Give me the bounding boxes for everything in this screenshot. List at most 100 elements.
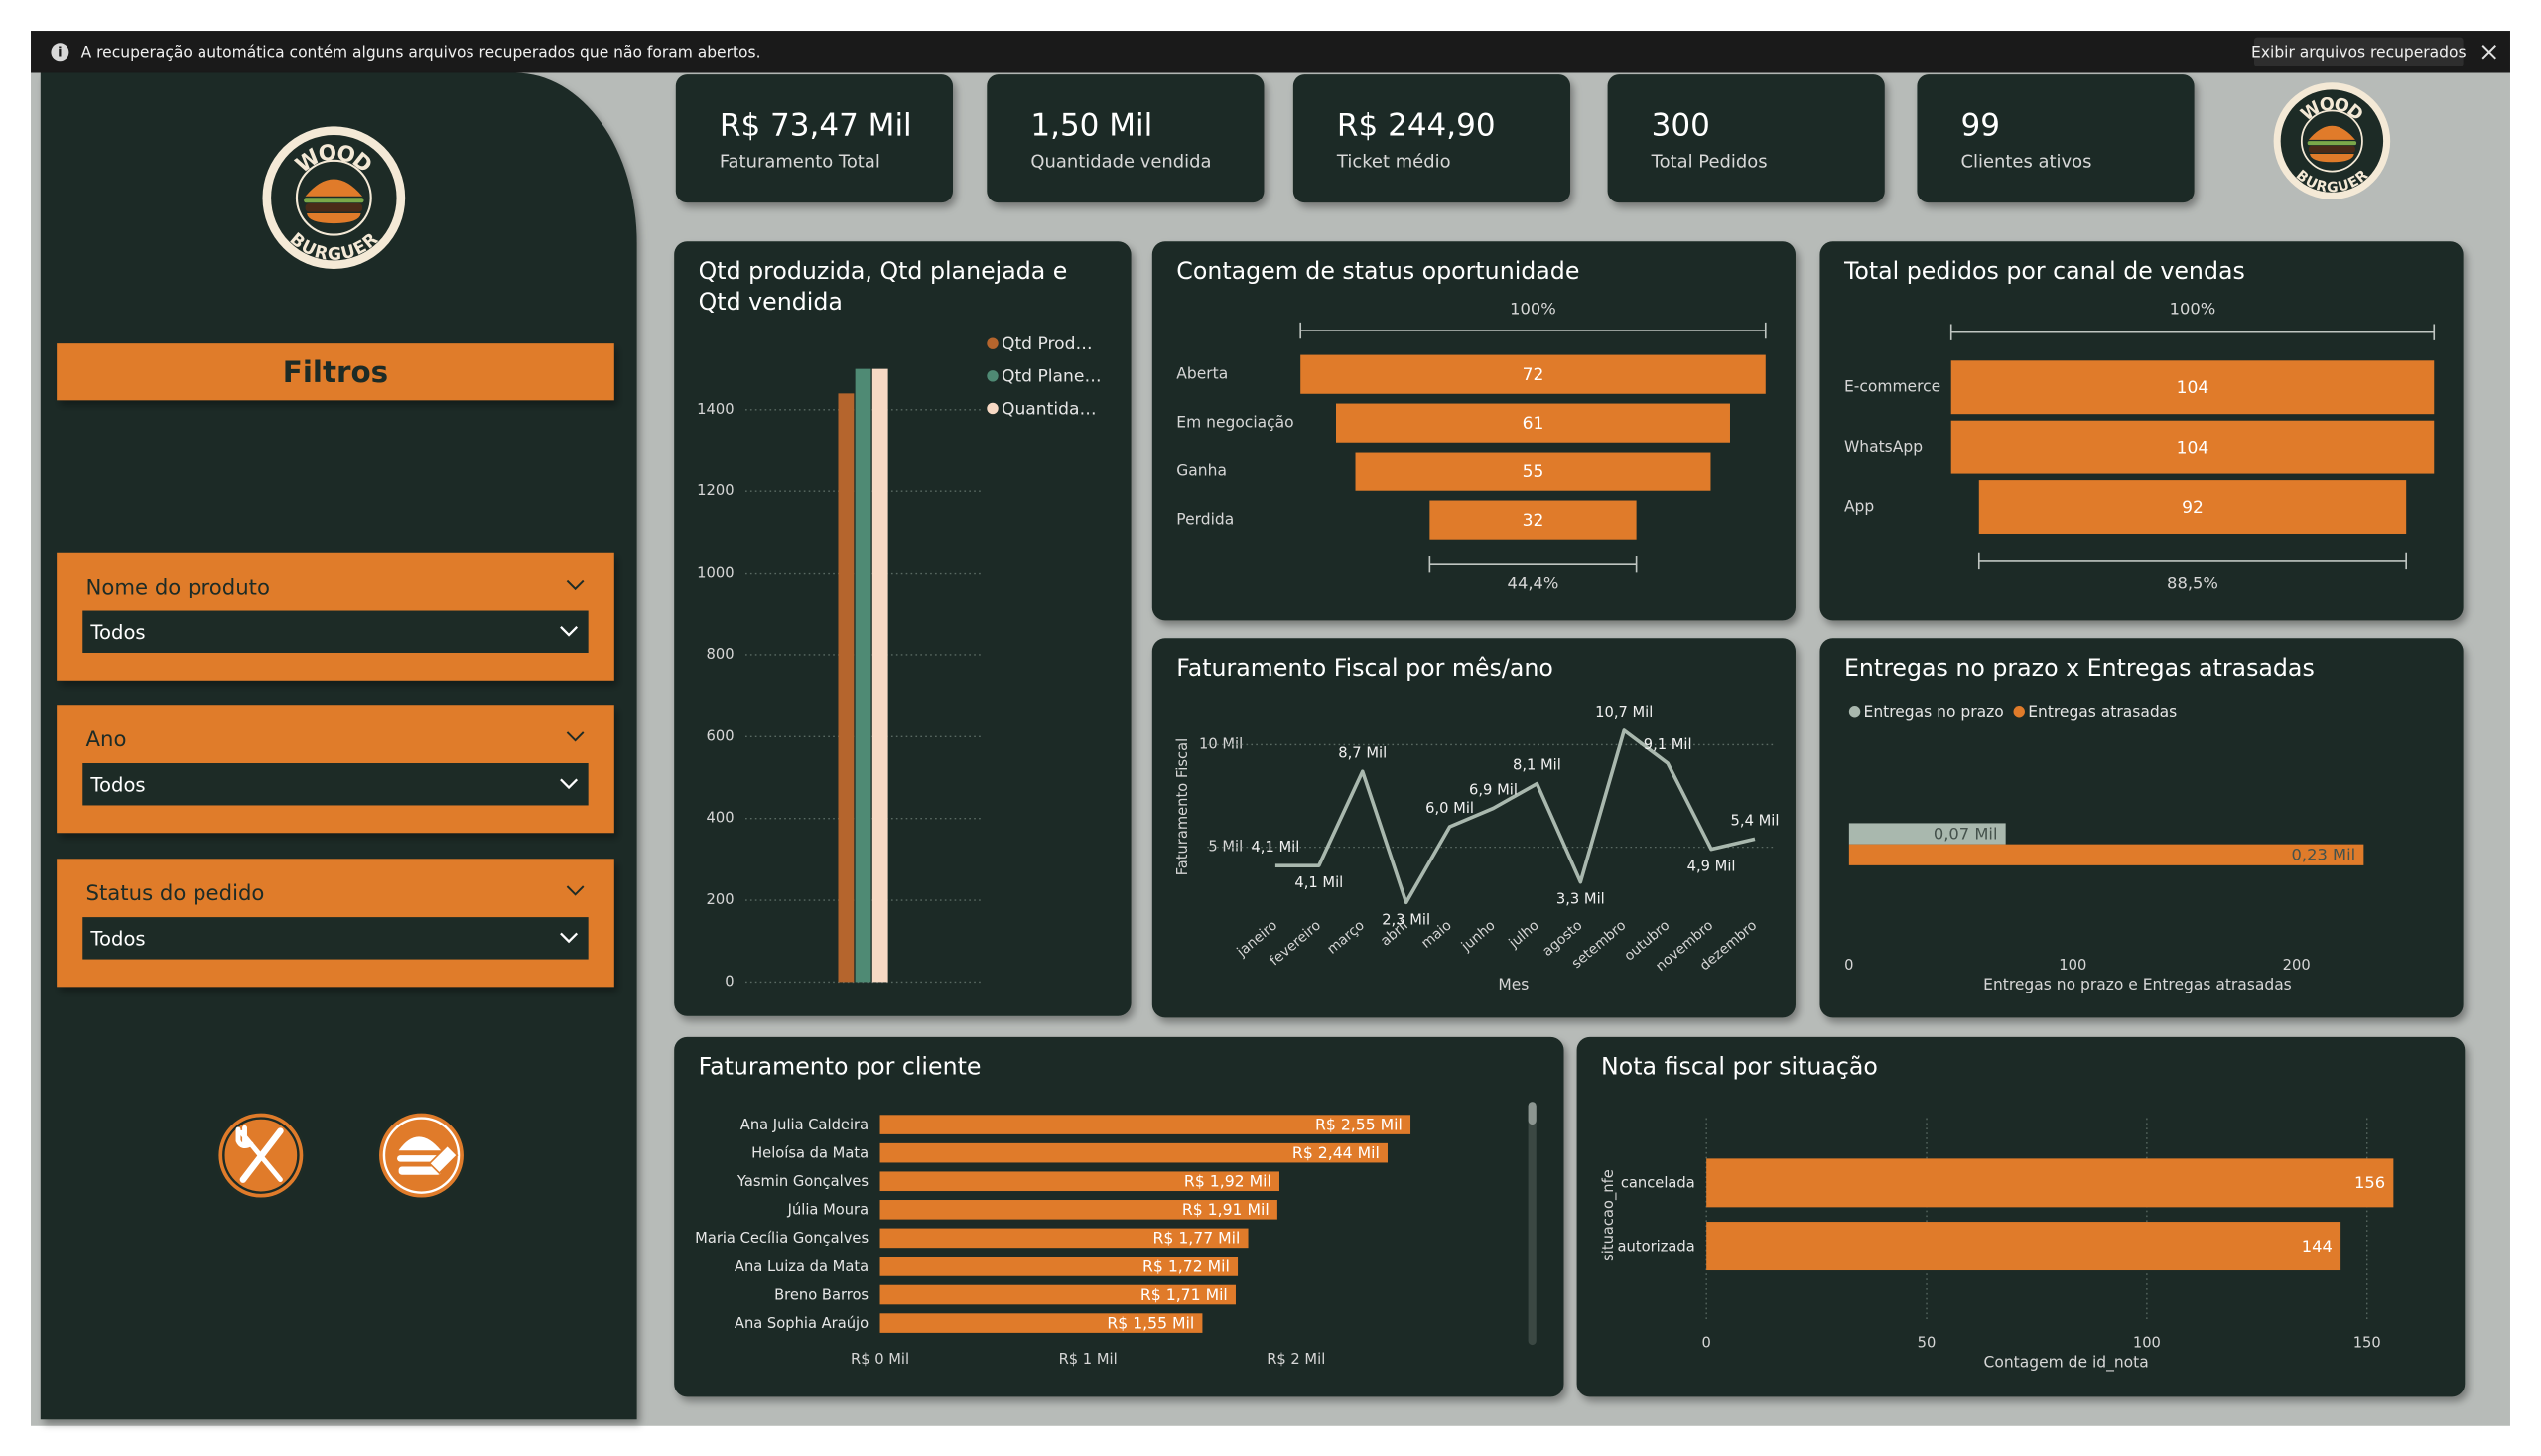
bar <box>879 1171 1279 1192</box>
category-label: Heloísa da Mata <box>751 1144 869 1161</box>
close-button[interactable] <box>2481 45 2496 60</box>
kpi-label: Ticket médio <box>1336 151 1451 172</box>
filters-header <box>57 343 614 401</box>
value-label: R$ 1,77 Mil <box>1153 1229 1241 1248</box>
value-label: 55 <box>1523 463 1544 482</box>
chart-title: Faturamento Fiscal por mês/ano <box>1176 656 1553 683</box>
notification-message: A recuperação automática contém alguns a… <box>81 44 761 62</box>
icon-burger[interactable] <box>375 1110 468 1201</box>
y-tick-label: 5 Mil <box>1208 839 1243 856</box>
y-tick-label: 1400 <box>697 401 734 418</box>
bar <box>879 1257 1239 1276</box>
filter-dropdown[interactable] <box>82 917 589 960</box>
category-label: Ganha <box>1176 463 1227 480</box>
chart-title-box: Total pedidos por canal de vendas <box>1844 259 2245 285</box>
value-label: 72 <box>1523 365 1544 385</box>
y-axis-label: situacao_nfe <box>1600 1169 1617 1261</box>
value-label: 4,1 Mil <box>1294 874 1343 891</box>
category-label: cancelada <box>1621 1175 1695 1192</box>
bottom-label: 88,5% <box>2167 573 2218 592</box>
value-label: 4,9 Mil <box>1687 859 1736 875</box>
logo-ring <box>2300 109 2363 173</box>
value-label: 144 <box>2302 1237 2333 1256</box>
category-label: Perdida <box>1176 511 1234 529</box>
logo-patty <box>2308 145 2355 153</box>
chart-title-box: Faturamento por cliente <box>699 1055 982 1081</box>
x-tick-label: 50 <box>1918 1335 1937 1352</box>
category-label: Ana Julia Caldeira <box>740 1117 869 1133</box>
value-label: 156 <box>2354 1173 2385 1192</box>
logo-lettuce <box>304 198 364 203</box>
value-label: 92 <box>2182 498 2204 518</box>
value-label: 6,0 Mil <box>1425 800 1474 817</box>
info-glyph: i <box>58 46 62 61</box>
scrollbar-track <box>1528 1102 1537 1346</box>
scrollbar-thumb[interactable] <box>1528 1102 1537 1125</box>
kpi-label: Total Pedidos <box>1651 151 1768 172</box>
logo-bottom-bun <box>2310 154 2354 163</box>
filter-label: Nome do produto <box>86 576 270 600</box>
bottom-label: 44,4% <box>1508 573 1559 592</box>
funnel-bar <box>1300 354 1766 394</box>
kpi-value: 300 <box>1652 107 1710 143</box>
kpi-card <box>1292 74 1571 203</box>
notification-button-label[interactable]: Exibir arquivos recuperados <box>2251 44 2467 62</box>
notification-button[interactable] <box>2254 37 2464 66</box>
chart-title-box: Entregas no prazo x Entregas atrasadas <box>1844 656 2315 682</box>
filters: Nome do produto Todos Ano Todos Status do pe… <box>57 552 614 988</box>
logo-patty <box>305 202 363 212</box>
filter-dropdown[interactable] <box>82 610 589 653</box>
kpi-card <box>1607 74 1885 203</box>
bar <box>879 1200 1277 1220</box>
filter-dropdown[interactable] <box>82 763 589 806</box>
x-tick-label: 100 <box>2059 957 2086 974</box>
kpi-card <box>987 74 1265 203</box>
category-label: Júlia Moura <box>787 1202 869 1219</box>
filter-value: Todos <box>89 773 145 796</box>
chart-title-box: Nota fiscal por situação <box>1601 1055 1878 1081</box>
category-label: Aberta <box>1176 365 1228 383</box>
category-label: E-commerce <box>1844 378 1940 396</box>
funnel-bar <box>1429 500 1637 540</box>
category-label: Maria Cecília Gonçalves <box>695 1230 869 1247</box>
top-bracket <box>1949 324 2436 340</box>
x-tick-label: 100 <box>2133 1335 2161 1352</box>
x-tick-label: R$ 1 Mil <box>1059 1351 1118 1368</box>
y-tick-label: 10 Mil <box>1199 735 1243 752</box>
kpi-label: Quantidade vendida <box>1030 151 1211 172</box>
funnel-bar <box>1950 420 2435 474</box>
bar <box>1706 1158 2394 1208</box>
funnel-bar <box>1950 360 2435 415</box>
x-tick-label: 0 <box>1844 957 1853 974</box>
icon-restaurant[interactable] <box>215 1110 307 1201</box>
value-label: R$ 2,44 Mil <box>1292 1143 1380 1162</box>
category-label: WhatsApp <box>1844 438 1923 456</box>
legend-label: Qtd Plane… <box>1002 367 1102 387</box>
chevron <box>566 579 585 591</box>
chevron <box>560 778 579 790</box>
bar <box>879 1142 1388 1163</box>
value-label: 104 <box>2177 438 2209 458</box>
y-tick-label: 1200 <box>697 482 734 499</box>
y-tick-label: 200 <box>707 891 735 908</box>
chart-panel <box>674 241 1132 1016</box>
x-axis-label: Mes <box>1498 976 1529 993</box>
chart-title: Contagem de status oportunidade <box>1176 259 1580 286</box>
bar <box>838 393 855 983</box>
funnel-bar <box>1978 480 2407 534</box>
info-icon <box>51 43 69 62</box>
chart-title-box: Faturamento Fiscal por mês/ano <box>1176 656 1553 683</box>
funnel-bar <box>1335 403 1730 443</box>
y-tick-label: 800 <box>707 646 735 663</box>
kpi-label: Faturamento Total <box>720 151 880 172</box>
value-label: R$ 1,91 Mil <box>1182 1200 1270 1219</box>
value-label: 3,3 Mil <box>1556 891 1605 908</box>
logo-inner <box>271 134 397 261</box>
x-axis-label: Entregas no prazo e Entregas atrasadas <box>1983 976 2292 993</box>
logo-lettuce <box>2307 141 2357 146</box>
value-label: 6,9 Mil <box>1469 781 1518 798</box>
chart-title-box: Contagem de status oportunidade <box>1176 259 1580 286</box>
